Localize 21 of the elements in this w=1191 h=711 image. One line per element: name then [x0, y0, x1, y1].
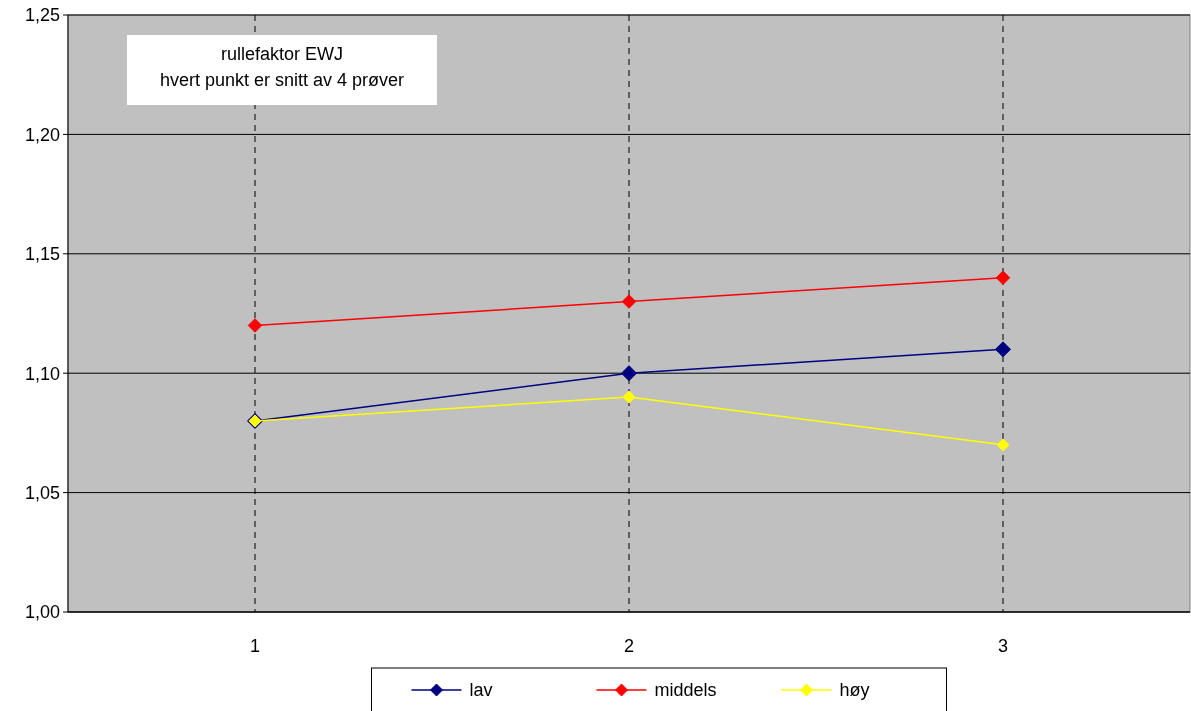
x-tick-label: 1 [249, 636, 261, 656]
point [621, 365, 637, 382]
x-tick-label: 3 [997, 636, 1009, 656]
point [995, 270, 1011, 285]
point [247, 318, 263, 333]
legend-label: høy [839, 680, 870, 701]
point [621, 294, 637, 309]
legend-label: lav [469, 680, 493, 701]
point [995, 341, 1011, 358]
y-tick-label: 1,00 [24, 602, 60, 623]
y-tick-label: 1,20 [24, 124, 60, 145]
annotation: rullefaktor EWJ [220, 44, 344, 64]
x-tick-label: 2 [623, 636, 635, 656]
y-tick-label: 1,15 [24, 244, 60, 265]
point [996, 438, 1010, 452]
y-tick-label: 1,05 [24, 482, 60, 503]
annotation: hvert punkt er snitt av 4 prøver [159, 70, 405, 90]
point [622, 390, 636, 404]
y-tick-label: 1,10 [24, 363, 60, 384]
y-tick-label: 1,25 [24, 5, 60, 26]
legend-label: middels [654, 680, 717, 701]
